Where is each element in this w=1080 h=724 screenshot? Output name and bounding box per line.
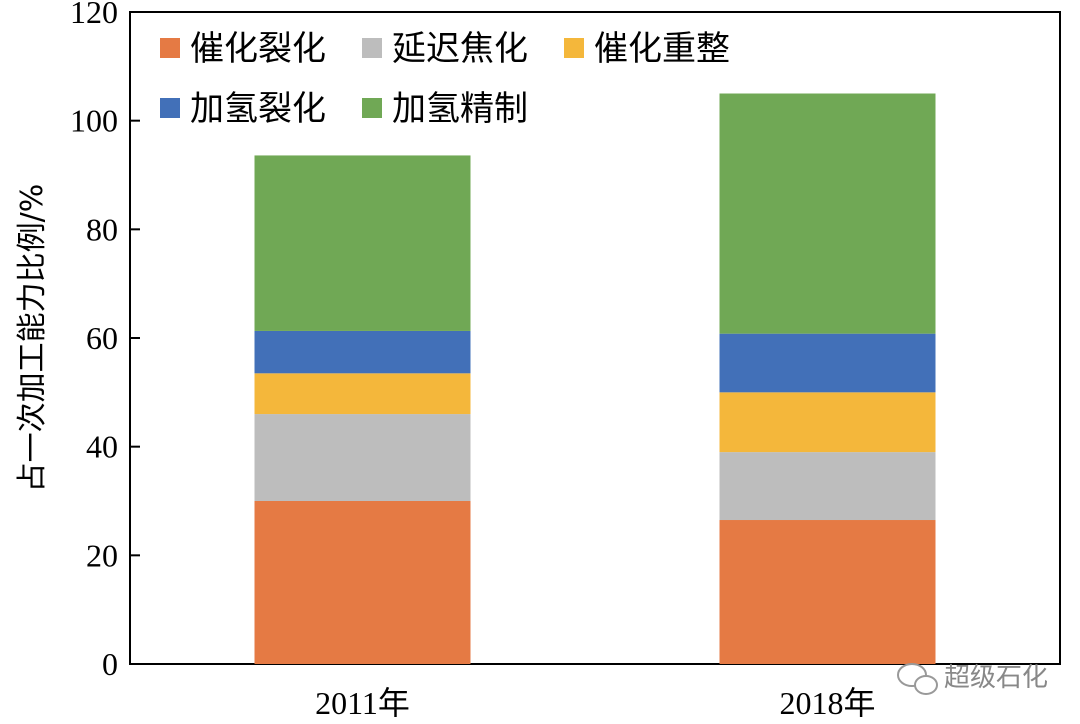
legend-label: 延迟焦化 (392, 29, 528, 69)
y-axis-title: 占一次加工能力比例/% (15, 184, 50, 493)
y-tick-label: 40 (86, 429, 118, 465)
legend-swatch (564, 38, 584, 58)
watermark: 超级石化 (897, 663, 1048, 695)
legend-swatch (160, 38, 180, 58)
y-tick-label: 100 (70, 103, 118, 139)
y-tick-label: 60 (86, 320, 118, 356)
bar-segment (254, 373, 471, 415)
bar-segment (254, 330, 471, 374)
bar-segment (254, 155, 471, 331)
legend-label: 加氢裂化 (190, 89, 326, 129)
wechat-icon (897, 663, 938, 695)
x-tick-label: 2018年 (779, 685, 875, 721)
watermark-text: 超级石化 (944, 663, 1048, 693)
legend-swatch (362, 38, 382, 58)
legend-swatch (362, 98, 382, 118)
y-axis: 0 20 40 60 80 100 120 (70, 0, 140, 682)
legend-label: 加氢精制 (392, 89, 528, 129)
bar-segment (719, 520, 936, 664)
y-tick-label: 0 (102, 646, 118, 682)
x-tick-label: 2011年 (315, 685, 410, 721)
y-tick-label: 80 (86, 211, 118, 247)
legend-label: 催化裂化 (190, 29, 326, 69)
bars (254, 93, 936, 664)
bar-segment (719, 392, 936, 453)
bar-segment (719, 452, 936, 521)
x-axis: 2011年 2018年 (315, 685, 875, 721)
y-tick-label: 120 (70, 0, 118, 30)
y-tick-label: 20 (86, 537, 118, 573)
bar-segment (254, 501, 471, 664)
bar-segment (719, 333, 936, 393)
legend-swatch (160, 98, 180, 118)
legend-label: 催化重整 (594, 29, 730, 69)
bar-segment (254, 414, 471, 501)
bar-segment (719, 93, 936, 334)
